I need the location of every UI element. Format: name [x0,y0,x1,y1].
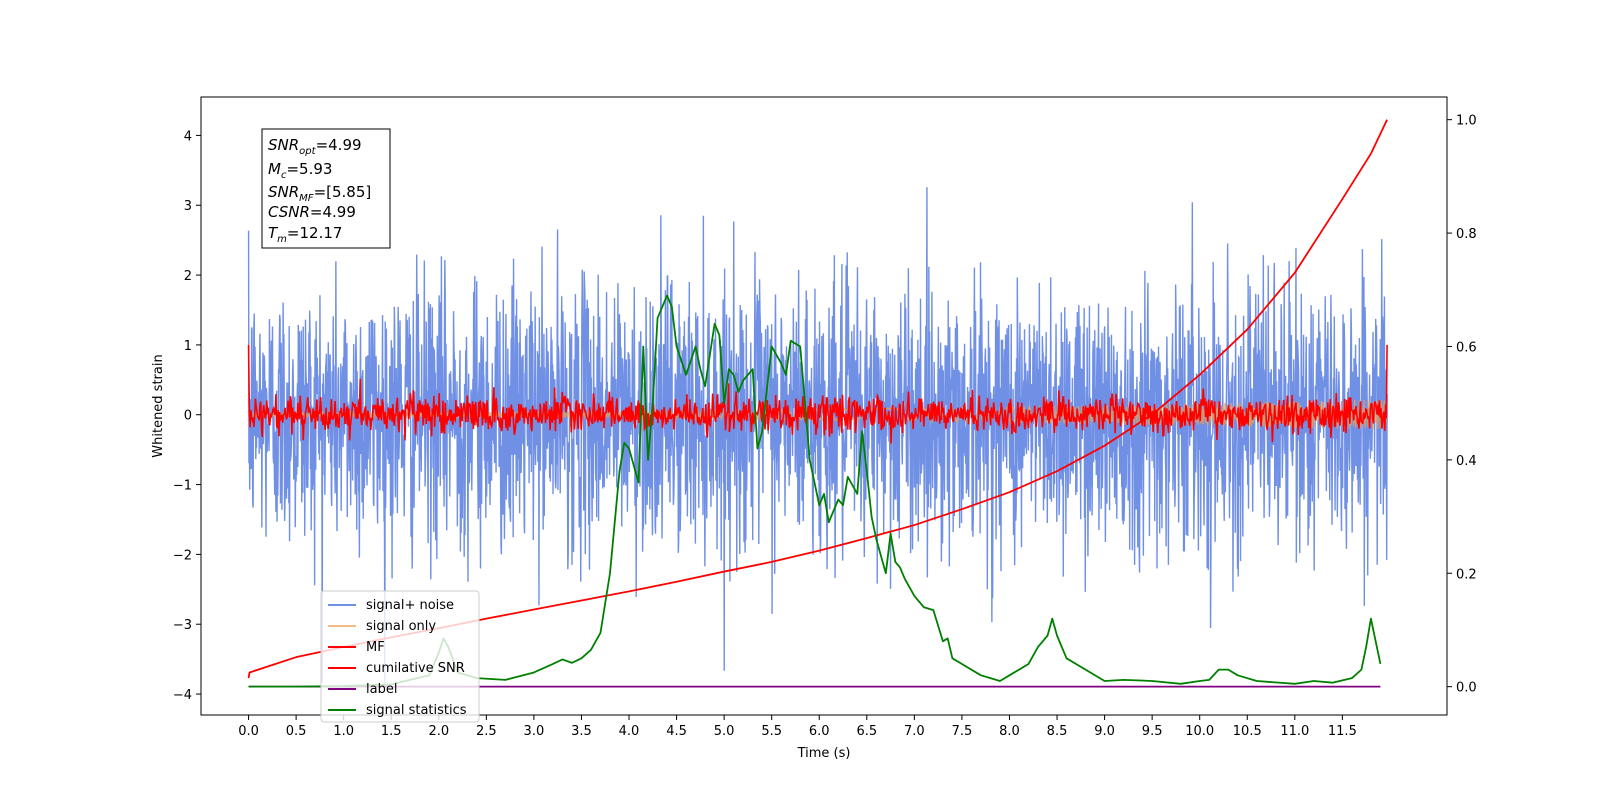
legend-entry-signal-only: signal only [328,619,436,634]
x-tick-label: 6.5 [856,724,877,739]
x-tick-label: 3.5 [571,724,592,739]
x-axis: 0.0 0.5 1.0 1.5 2.0 2.5 3.0 3.5 4.0 4.5 5.0 5.5 6.0 6… [238,715,1357,739]
legend-label-cumulative-snr: cumilative SNR [366,661,465,676]
y-axis-label: Whitened strain [151,354,166,457]
legend-label-label: label [366,682,397,697]
x-tick-label: 11.0 [1280,724,1309,739]
series-mf [247,344,1388,444]
x-tick-label: 7.0 [904,724,925,739]
legend-entry-signal-statistics: signal statistics [328,703,467,718]
x-tick-label: 6.0 [809,724,830,739]
y-tick-label: −2 [173,548,192,563]
x-tick-label: 0.0 [238,724,259,739]
legend-entry-cumulative-snr: cumilative SNR [328,661,465,676]
x-axis-label: Time (s) [797,746,851,761]
x-tick-label: 1.5 [381,724,402,739]
y2-tick-label: 1.0 [1456,114,1477,129]
x-tick-label: 5.5 [761,724,782,739]
legend-label-signal-statistics: signal statistics [366,703,467,718]
x-tick-label: 2.5 [476,724,497,739]
info-snr-mf: SNRMF=[5.85] [268,183,371,204]
info-tm: Tm=12.17 [268,224,342,245]
x-tick-label: 10.5 [1233,724,1262,739]
y2-tick-label: 0.6 [1456,340,1477,355]
info-box-frame [261,128,391,249]
x-tick-label: 11.5 [1328,724,1357,739]
info-mc: Mc=5.93 [268,160,332,181]
x-tick-label: 0.5 [286,724,307,739]
legend: signal+ noise signal only MF cumilative … [320,590,480,723]
y-tick-label: −3 [173,618,192,633]
legend-label-mf: MF [366,640,385,655]
series-signal-statistics [248,294,1382,688]
x-tick-label: 1.0 [333,724,354,739]
x-tick-label: 4.5 [666,724,687,739]
x-tick-label: 9.5 [1142,724,1163,739]
y2-tick-label: 0.4 [1456,454,1477,469]
x-tick-label: 4.0 [619,724,640,739]
y-tick-label: 0 [184,409,192,424]
y-tick-label: 2 [184,269,192,284]
legend-frame [320,590,480,723]
y-tick-label: −1 [173,479,192,494]
x-tick-label: 2.0 [428,724,449,739]
y-tick-label: 1 [184,339,192,354]
y-tick-label: 3 [184,199,192,214]
y2-tick-label: 0.2 [1456,567,1477,582]
x-tick-label: 10.0 [1185,724,1214,739]
x-tick-label: 5.0 [714,724,735,739]
legend-entry-label: label [328,682,397,697]
info-csnr: CSNR=4.99 [268,203,356,221]
y2-tick-label: 0.0 [1456,681,1477,696]
y-axis-left: 4 3 2 1 0 −1 −2 −3 −4 [173,129,201,703]
x-tick-label: 7.5 [952,724,973,739]
legend-entry-signal-noise: signal+ noise [328,598,454,613]
info-box: SNRopt=4.99 Mc=5.93 SNRMF=[5.85] CSNR=4.… [261,128,391,249]
x-tick-label: 9.0 [1094,724,1115,739]
y2-tick-label: 0.8 [1456,227,1477,242]
x-tick-label: 3.0 [524,724,545,739]
legend-entry-mf: MF [328,640,385,655]
x-tick-label: 8.0 [999,724,1020,739]
y-tick-label: −4 [173,688,192,703]
y-tick-label: 4 [184,129,192,144]
plot-frame [200,96,1448,716]
y-axis-right: 1.0 0.8 0.6 0.4 0.2 0.0 [1447,114,1477,696]
legend-label-signal-only: signal only [366,619,436,634]
legend-label-signal-noise: signal+ noise [366,598,454,613]
info-snr-opt: SNRopt=4.99 [268,136,362,157]
x-tick-label: 8.5 [1047,724,1068,739]
